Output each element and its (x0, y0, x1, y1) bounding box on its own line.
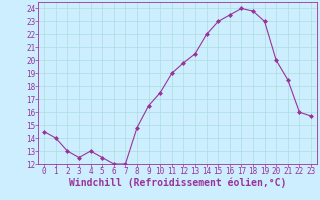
X-axis label: Windchill (Refroidissement éolien,°C): Windchill (Refroidissement éolien,°C) (69, 177, 286, 188)
